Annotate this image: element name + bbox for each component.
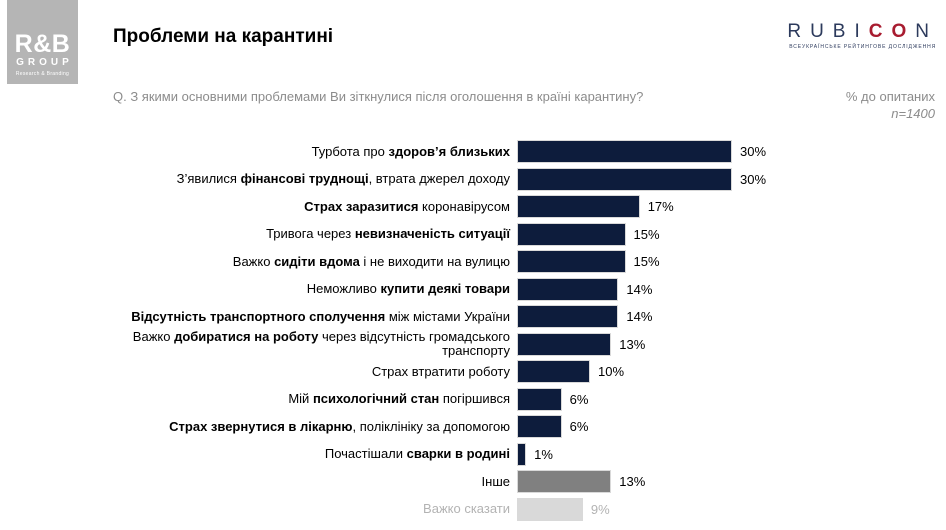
- sample-note: % до опитаних n=1400: [846, 89, 935, 123]
- bar: [517, 332, 612, 356]
- value-label: 9%: [590, 501, 610, 517]
- category-label: Турбота про здоров’я близьких: [311, 143, 510, 159]
- chart-row: Тривога через невизначеність ситуації 15…: [0, 221, 946, 249]
- chart-row: Важко сказати 9%: [0, 496, 946, 524]
- value-label: 30%: [740, 171, 767, 187]
- bar: [517, 415, 562, 439]
- rubicon-tagline: ВСЕУКРАЇНСЬКЕ РЕЙТИНГОВЕ ДОСЛІДЖЕННЯ: [789, 44, 937, 50]
- chart-row: Почастішали сварки в родині 1%: [0, 441, 946, 469]
- rubicon-part-2: CO: [868, 21, 916, 42]
- chart-row: Неможливо купити деякі товари 14%: [0, 276, 946, 304]
- chart-row: Відсутність транспортного сполучення між…: [0, 303, 946, 331]
- rubicon-logo: RUBICON ВСЕУКРАЇНСЬКЕ РЕЙТИНГОВЕ ДОСЛІДЖ…: [787, 22, 938, 50]
- category-label: Тривога через невизначеність ситуації: [266, 226, 510, 242]
- category-label: Важко сидіти вдома і не виходити на вули…: [232, 253, 510, 269]
- bar: [517, 140, 732, 164]
- value-label: 15%: [633, 226, 660, 242]
- chart-row: З’явилися фінансові труднощі, втрата дже…: [0, 166, 946, 194]
- rb-logo-name: R&B: [14, 29, 71, 58]
- page-title: Проблеми на карантині: [113, 26, 334, 47]
- value-label: 15%: [633, 254, 660, 270]
- bar: [517, 360, 590, 384]
- value-label: 14%: [626, 309, 653, 325]
- bar: [517, 442, 527, 466]
- rb-logo-group: GROUP: [16, 57, 73, 68]
- value-label: 13%: [619, 336, 646, 352]
- chart-row: Турбота про здоров’я близьких 30%: [0, 138, 946, 166]
- chart-row: Інше 13%: [0, 468, 946, 496]
- category-label: Страх втратити роботу: [371, 363, 510, 379]
- chart-row: Важко добиратися на роботу через відсутн…: [0, 329, 946, 359]
- survey-question: Q. З якими основними проблемами Ви зіткн…: [113, 89, 644, 104]
- chart-row: Страх заразитися коронавірусом 17%: [0, 193, 946, 221]
- rb-group-logo: R&B GROUP Research & Branding: [7, 0, 78, 84]
- value-label: 10%: [598, 364, 625, 380]
- percent-note: % до опитаних: [845, 89, 935, 104]
- chart-row: Мій психологічний стан погіршився 6%: [0, 386, 946, 414]
- bar: [517, 305, 619, 329]
- rb-logo-subtitle: Research & Branding: [15, 71, 70, 77]
- category-label: Страх звернутися в лікарню, поліклініку …: [169, 418, 510, 434]
- category-label: Мій психологічний стан погіршився: [288, 391, 510, 407]
- bar: [517, 277, 619, 301]
- value-label: 13%: [619, 474, 646, 490]
- bar: [517, 167, 732, 191]
- category-label: Почастішали сварки в родині: [324, 446, 510, 462]
- value-label: 6%: [569, 419, 589, 435]
- value-label: 14%: [626, 281, 653, 297]
- value-label: 17%: [647, 199, 674, 215]
- category-label: Відсутність транспортного сполучення між…: [131, 308, 510, 324]
- bar: [517, 387, 562, 411]
- bar: [517, 195, 640, 219]
- value-label: 6%: [569, 391, 589, 407]
- bar: [517, 497, 583, 521]
- bar: [517, 250, 626, 274]
- category-label: Страх заразитися коронавірусом: [304, 198, 510, 214]
- category-label: Важко добиратися на роботу через відсутн…: [132, 329, 510, 359]
- rubicon-part-1: RUBI: [787, 21, 869, 42]
- category-label: З’явилися фінансові труднощі, втрата дже…: [176, 171, 510, 187]
- chart-row: Важко сидіти вдома і не виходити на вули…: [0, 248, 946, 276]
- bar: [517, 470, 612, 494]
- rubicon-part-3: N: [915, 21, 938, 42]
- category-label: Важко сказати: [423, 501, 510, 517]
- bar: [517, 222, 626, 246]
- sample-size: n=1400: [891, 105, 935, 121]
- value-label: 1%: [534, 446, 553, 462]
- chart-row: Страх втратити роботу 10%: [0, 358, 946, 386]
- category-label: Інше: [481, 473, 510, 489]
- category-label: Неможливо купити деякі товари: [306, 281, 510, 297]
- chart-row: Страх звернутися в лікарню, поліклініку …: [0, 413, 946, 441]
- rubicon-wordmark: RUBICON: [787, 22, 938, 41]
- bar-chart: Турбота про здоров’я близьких 30% З’явил…: [0, 138, 946, 523]
- value-label: 30%: [740, 144, 767, 160]
